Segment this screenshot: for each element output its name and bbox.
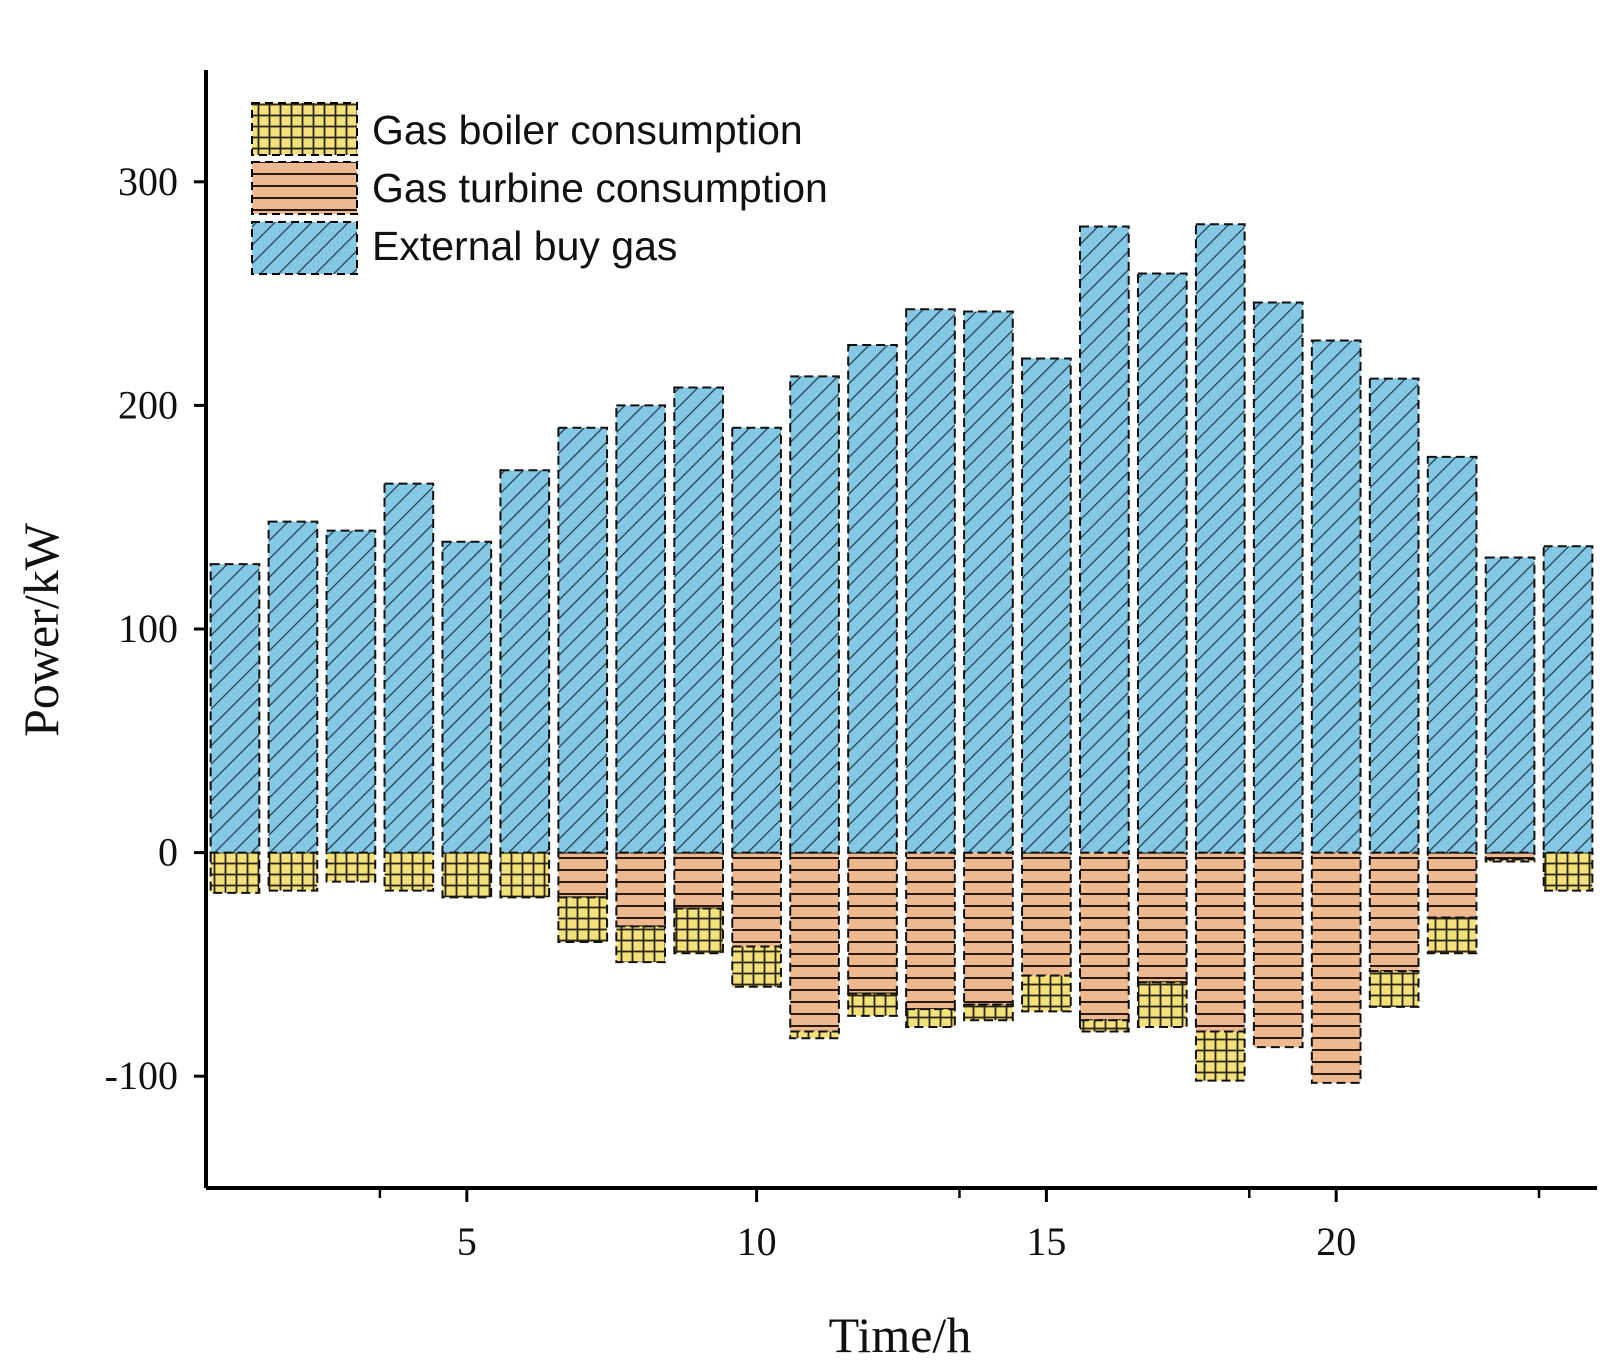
bar-external-buy-gas-t18 bbox=[1194, 223, 1246, 854]
bar-external-buy-gas-t15 bbox=[1021, 357, 1072, 854]
bar-external-buy-gas-t1 bbox=[209, 563, 261, 854]
bar-gas-boiler-consumption-t7 bbox=[557, 896, 609, 944]
bar-gas-boiler-consumption-t13 bbox=[905, 1008, 956, 1029]
bar-gas-turbine-consumption-t16 bbox=[1079, 851, 1130, 1022]
y-tick-label: 100 bbox=[118, 606, 178, 651]
bar-gas-boiler-consumption-t10 bbox=[731, 945, 782, 988]
y-ticks: -100 0 100 200 300 bbox=[105, 159, 206, 1098]
bar-external-buy-gas-t22 bbox=[1426, 455, 1478, 854]
bar-gas-boiler-consumption-t18 bbox=[1194, 1030, 1246, 1082]
bar-external-buy-gas-t13 bbox=[905, 308, 956, 854]
bar-external-buy-gas-t19 bbox=[1252, 301, 1304, 854]
bar-external-buy-gas-t8 bbox=[615, 404, 667, 854]
bar-gas-turbine-consumption-t15 bbox=[1021, 851, 1072, 977]
bar-gas-boiler-consumption-t8 bbox=[615, 925, 667, 964]
bar-gas-turbine-consumption-t14 bbox=[963, 851, 1014, 1006]
bar-gas-boiler-consumption-t11 bbox=[789, 1030, 840, 1040]
x-tick-label: 15 bbox=[1026, 1219, 1066, 1264]
bar-external-buy-gas-t16 bbox=[1079, 225, 1130, 854]
bar-gas-boiler-consumption-t9 bbox=[673, 907, 724, 955]
bar-gas-turbine-consumption-t17 bbox=[1136, 851, 1188, 984]
bar-external-buy-gas-t4 bbox=[383, 482, 435, 854]
y-tick-label: -100 bbox=[105, 1053, 178, 1098]
bar-gas-boiler-consumption-t2 bbox=[267, 851, 319, 892]
legend-label-gas-boiler: Gas boiler consumption bbox=[372, 107, 803, 153]
bar-external-buy-gas-t14 bbox=[963, 310, 1014, 854]
bar-gas-turbine-consumption-t21 bbox=[1368, 851, 1420, 973]
x-ticks: 5 10 15 20 bbox=[378, 1188, 1541, 1264]
bar-gas-boiler-consumption-t3 bbox=[325, 851, 377, 883]
bar-gas-turbine-consumption-t23 bbox=[1484, 851, 1536, 861]
bar-external-buy-gas-t24 bbox=[1542, 545, 1594, 854]
y-tick-label: 0 bbox=[158, 830, 178, 875]
bar-external-buy-gas-t11 bbox=[789, 375, 840, 854]
x-tick-label: 5 bbox=[457, 1219, 477, 1264]
y-axis-title: Power/kW bbox=[13, 522, 69, 737]
bar-gas-boiler-consumption-t12 bbox=[847, 992, 898, 1017]
bar-gas-turbine-consumption-t18 bbox=[1194, 851, 1246, 1033]
bar-gas-boiler-consumption-t16 bbox=[1079, 1019, 1130, 1033]
bar-external-buy-gas-t6 bbox=[499, 469, 551, 854]
bar-external-buy-gas-t23 bbox=[1484, 556, 1536, 854]
axes: -100 0 100 200 300 5 10 15 20 bbox=[105, 70, 1597, 1264]
bar-gas-boiler-consumption-t4 bbox=[383, 851, 435, 892]
bar-external-buy-gas-t5 bbox=[441, 540, 493, 854]
x-axis-title: Time/h bbox=[829, 1307, 972, 1363]
bar-gas-boiler-consumption-t22 bbox=[1426, 916, 1478, 955]
bar-external-buy-gas-t21 bbox=[1368, 377, 1420, 854]
bar-gas-turbine-consumption-t7 bbox=[557, 851, 609, 899]
bar-external-buy-gas-t9 bbox=[673, 386, 724, 854]
bar-gas-turbine-consumption-t20 bbox=[1310, 851, 1362, 1084]
bar-gas-boiler-consumption-t17 bbox=[1136, 981, 1188, 1029]
legend-label-external-buy-gas: External buy gas bbox=[372, 223, 677, 269]
bar-gas-boiler-consumption-t24 bbox=[1542, 851, 1594, 892]
bar-external-buy-gas-t20 bbox=[1310, 339, 1362, 854]
bar-external-buy-gas-t2 bbox=[267, 520, 319, 854]
bar-gas-boiler-consumption-t21 bbox=[1368, 970, 1420, 1008]
bar-gas-boiler-consumption-t15 bbox=[1021, 974, 1072, 1013]
bar-external-buy-gas-t3 bbox=[325, 529, 377, 854]
bar-external-buy-gas-t10 bbox=[731, 426, 782, 854]
bar-external-buy-gas-t17 bbox=[1136, 272, 1188, 854]
bar-gas-turbine-consumption-t11 bbox=[789, 851, 840, 1033]
legend: Gas boiler consumption Gas turbine consu… bbox=[251, 102, 828, 275]
bar-gas-turbine-consumption-t19 bbox=[1252, 851, 1304, 1049]
bar-gas-turbine-consumption-t10 bbox=[731, 851, 782, 948]
legend-swatch-gas-boiler bbox=[251, 102, 358, 156]
y-tick-label: 200 bbox=[118, 382, 178, 427]
bar-gas-turbine-consumption-t12 bbox=[847, 851, 898, 995]
bar-gas-boiler-consumption-t5 bbox=[441, 851, 493, 899]
bar-gas-turbine-consumption-t13 bbox=[905, 851, 956, 1011]
bars-layer bbox=[209, 223, 1594, 1084]
y-tick-label: 300 bbox=[118, 159, 178, 204]
x-tick-label: 10 bbox=[737, 1219, 777, 1264]
bar-gas-turbine-consumption-t9 bbox=[673, 851, 724, 910]
legend-label-gas-turbine: Gas turbine consumption bbox=[372, 165, 828, 211]
bar-gas-turbine-consumption-t8 bbox=[615, 851, 667, 928]
x-tick-label: 20 bbox=[1316, 1219, 1356, 1264]
bar-gas-boiler-consumption-t14 bbox=[963, 1003, 1014, 1022]
legend-swatch-gas-turbine bbox=[251, 161, 358, 215]
legend-swatch-external-buy-gas bbox=[251, 221, 358, 275]
bar-external-buy-gas-t7 bbox=[557, 426, 609, 854]
bar-external-buy-gas-t12 bbox=[847, 344, 898, 854]
bar-gas-boiler-consumption-t1 bbox=[209, 851, 261, 894]
bar-gas-boiler-consumption-t6 bbox=[499, 851, 551, 899]
bar-gas-turbine-consumption-t22 bbox=[1426, 851, 1478, 919]
bar-gas-boiler-consumption-t23 bbox=[1484, 858, 1536, 863]
